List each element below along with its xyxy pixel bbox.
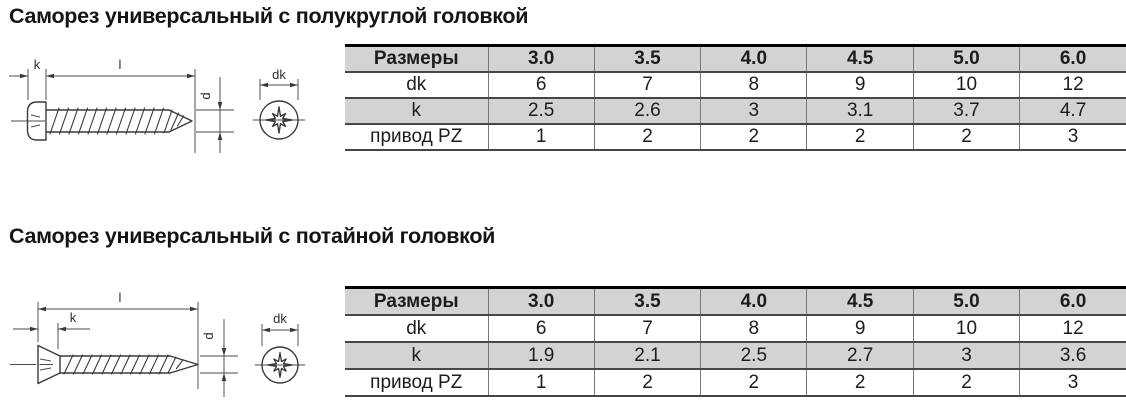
table-cell: 8	[701, 72, 807, 98]
section-title-pan-head: Саморез универсальный с полукруглой голо…	[9, 4, 528, 29]
header-cell-size: 4.0	[701, 288, 807, 316]
header-cell-sizes: Размеры	[345, 288, 488, 316]
section-title-countersunk: Саморез универсальный с потайной головко…	[9, 224, 495, 249]
thread-lines	[64, 355, 183, 374]
dim-label-d: d	[198, 92, 213, 99]
table-cell: 3	[1020, 369, 1126, 396]
table-cell: 12	[1020, 315, 1126, 342]
table-cell: 2	[594, 369, 700, 396]
header-cell-size: 3.5	[594, 46, 700, 73]
table-cell: 6	[488, 315, 594, 342]
table-row-dk: dk 6 7 8 9 10 12	[345, 72, 1126, 98]
thread-lines	[50, 108, 184, 134]
table-cell: 12	[1020, 72, 1126, 98]
header-cell-size: 5.0	[913, 288, 1019, 316]
screw-side-view	[28, 102, 193, 140]
table-cell: 10	[913, 72, 1019, 98]
header-cell-sizes: Размеры	[345, 46, 488, 73]
table-cell: 2	[701, 124, 807, 150]
dim-label-dk: dk	[273, 311, 287, 326]
dimension-arrows	[20, 74, 298, 140]
table-cell: 3	[1020, 124, 1126, 150]
table-cell: 3	[701, 98, 807, 124]
header-cell-size: 3.0	[488, 288, 594, 316]
header-cell-size: 6.0	[1020, 288, 1126, 316]
header-cell-size: 3.0	[488, 46, 594, 73]
table-cell: 2.6	[594, 98, 700, 124]
pan-head-screw-drawing: k l d dk	[2, 56, 332, 168]
table-row-dk: dk 6 7 8 9 10 12	[345, 315, 1126, 342]
dim-label-dk: dk	[272, 67, 286, 82]
table-cell: 9	[807, 72, 913, 98]
table-cell: 2.1	[594, 342, 700, 369]
countersunk-size-table: Размеры 3.0 3.5 4.0 4.5 5.0 6.0 dk 6 7 8…	[345, 286, 1126, 397]
header-cell-size: 5.0	[913, 46, 1019, 73]
header-cell-size: 6.0	[1020, 46, 1126, 73]
dim-label-l: l	[119, 57, 122, 72]
table-cell: 4.7	[1020, 98, 1126, 124]
table-row-k: k 2.5 2.6 3 3.1 3.7 4.7	[345, 98, 1126, 124]
screw-side-view	[38, 346, 198, 384]
table-cell: 3	[913, 342, 1019, 369]
table-cell: 2.5	[701, 342, 807, 369]
table-row-privod-pz: привод PZ 1 2 2 2 2 3	[345, 124, 1126, 150]
header-cell-size: 4.5	[807, 288, 913, 316]
table-header-row: Размеры 3.0 3.5 4.0 4.5 5.0 6.0	[345, 288, 1126, 316]
table-cell: 6	[488, 72, 594, 98]
table-cell: 7	[594, 315, 700, 342]
row-label: dk	[345, 72, 488, 98]
table-cell: 2.5	[488, 98, 594, 124]
table-cell: 2	[913, 124, 1019, 150]
table-header-row: Размеры 3.0 3.5 4.0 4.5 5.0 6.0	[345, 46, 1126, 73]
row-label: k	[345, 98, 488, 124]
table-cell: 7	[594, 72, 700, 98]
row-label: dk	[345, 315, 488, 342]
table-row-privod-pz: привод PZ 1 2 2 2 2 3	[345, 369, 1126, 396]
header-cell-size: 4.0	[701, 46, 807, 73]
table-cell: 2.7	[807, 342, 913, 369]
table-cell: 1	[488, 369, 594, 396]
dim-label-d: d	[201, 332, 216, 339]
table-cell: 2	[913, 369, 1019, 396]
screw-spec-page: Саморез универсальный с полукруглой голо…	[0, 0, 1126, 403]
table-cell: 9	[807, 315, 913, 342]
table-cell: 3.1	[807, 98, 913, 124]
dim-label-k: k	[70, 310, 77, 325]
dim-label-k: k	[34, 57, 41, 72]
dimension-lines	[9, 69, 305, 153]
table-cell: 1	[488, 124, 594, 150]
table-cell: 2	[701, 369, 807, 396]
table-cell: 2	[807, 369, 913, 396]
header-cell-size: 4.5	[807, 46, 913, 73]
table-row-k: k 1.9 2.1 2.5 2.7 3 3.6	[345, 342, 1126, 369]
dim-label-l: l	[119, 290, 122, 305]
row-label: k	[345, 342, 488, 369]
table-cell: 3.6	[1020, 342, 1126, 369]
countersunk-screw-drawing: l k d dk	[2, 289, 332, 403]
row-label: привод PZ	[345, 369, 488, 396]
table-cell: 10	[913, 315, 1019, 342]
row-label: привод PZ	[345, 124, 488, 150]
table-cell: 2	[807, 124, 913, 150]
dimension-lines	[10, 302, 305, 397]
header-cell-size: 3.5	[594, 288, 700, 316]
table-cell: 8	[701, 315, 807, 342]
table-cell: 2	[594, 124, 700, 150]
table-cell: 3.7	[913, 98, 1019, 124]
pan-head-size-table: Размеры 3.0 3.5 4.0 4.5 5.0 6.0 dk 6 7 8…	[345, 44, 1126, 151]
table-cell: 1.9	[488, 342, 594, 369]
